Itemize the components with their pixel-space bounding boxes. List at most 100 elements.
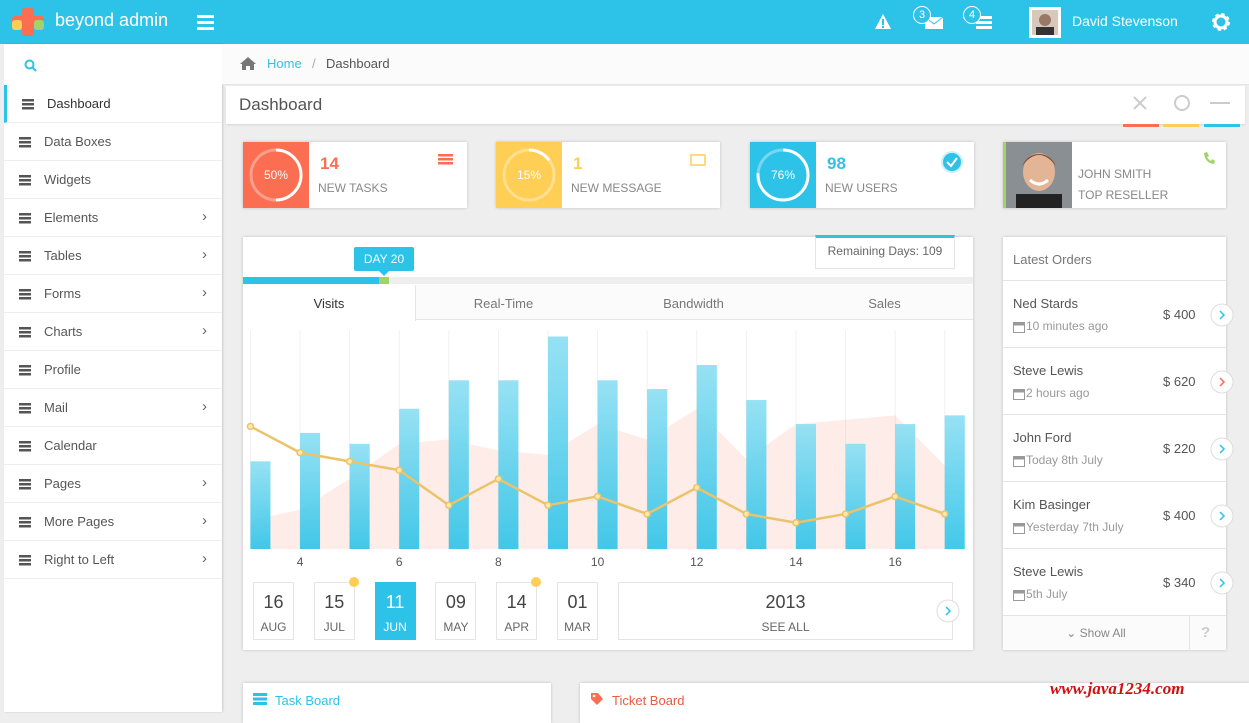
menu-item[interactable]: Profile	[4, 351, 222, 389]
date-box[interactable]: 15 JUL	[313, 577, 359, 640]
menu-item[interactable]: Mail ›	[4, 389, 222, 427]
order-button[interactable]	[1210, 437, 1234, 461]
calendar-icon	[1013, 322, 1025, 333]
avatar[interactable]	[1029, 7, 1061, 38]
user-name[interactable]: David Stevenson	[1072, 13, 1178, 29]
menu-label[interactable]: Elements	[44, 210, 99, 225]
next-button[interactable]	[936, 599, 960, 623]
menu-label[interactable]: Widgets	[44, 172, 91, 187]
order-amount: $ 400	[1163, 307, 1196, 322]
tab-label[interactable]: Bandwidth	[663, 296, 724, 311]
menu-label[interactable]: Charts	[44, 324, 83, 339]
see-all[interactable]: SEE ALL	[761, 620, 810, 634]
menu-icon	[19, 479, 31, 490]
date-box[interactable]: 11 JUN	[374, 582, 416, 640]
home-icon	[240, 57, 256, 70]
line-point	[494, 475, 503, 483]
calendar-icon	[1013, 456, 1025, 467]
watermark: www.java1234.com	[1050, 679, 1185, 698]
menu-item[interactable]: Right to Left ›	[4, 541, 222, 579]
icon	[1219, 377, 1226, 387]
order-button[interactable]	[1210, 571, 1234, 595]
menu-label[interactable]: Mail	[44, 400, 68, 415]
settings-icon[interactable]	[1210, 11, 1232, 33]
show-all[interactable]: ⌄ Show All	[1003, 626, 1189, 640]
date-box[interactable]: 16 AUG	[253, 582, 294, 640]
alert-icon[interactable]	[874, 13, 892, 30]
x-tick-label: 16	[888, 555, 902, 569]
menu-item[interactable]: Pages ›	[4, 465, 222, 503]
tab-label[interactable]: Sales	[868, 296, 901, 311]
menu-icon	[19, 137, 31, 148]
tab[interactable]: Bandwidth	[591, 285, 796, 321]
order-row[interactable]: Ned Stards 10 minutes ago $ 400	[1003, 281, 1234, 348]
date-box[interactable]: 14 APR	[496, 577, 542, 640]
menu-label[interactable]: Tables	[44, 248, 82, 263]
stat-icon	[690, 154, 706, 166]
menu-label[interactable]: Calendar	[44, 438, 97, 453]
menu-item[interactable]: More Pages ›	[4, 503, 222, 541]
menu-label[interactable]: Profile	[44, 362, 81, 377]
tab-label[interactable]: Real-Time	[473, 296, 534, 311]
order-button[interactable]	[1210, 370, 1234, 394]
menu-item[interactable]: Forms ›	[4, 275, 222, 313]
icon-bar	[19, 517, 31, 520]
menu-item[interactable]: Dashboard	[4, 85, 222, 123]
tab[interactable]: Visits	[243, 285, 416, 321]
stat-value: 14	[320, 154, 339, 173]
tab[interactable]: Real-Time	[416, 285, 591, 321]
menu-item[interactable]: Tables ›	[4, 237, 222, 275]
phone-icon[interactable]	[1202, 151, 1216, 165]
stat-percent: 15%	[517, 168, 541, 182]
icon-bar	[19, 331, 31, 334]
help-icon[interactable]: ?	[1201, 624, 1211, 641]
order-row[interactable]: Kim Basinger Yesterday 7th July $ 400	[1003, 482, 1234, 549]
menu-item[interactable]: Widgets	[4, 161, 222, 199]
x-tick-label: 14	[789, 555, 803, 569]
menu-label[interactable]: Forms	[44, 286, 81, 301]
breadcrumb-home[interactable]: Home	[267, 56, 302, 71]
order-name: Ned Stards	[1013, 296, 1079, 311]
show-all-text[interactable]: Show All	[1079, 626, 1126, 640]
icon	[1013, 322, 1025, 326]
order-row[interactable]: John Ford Today 8th July $ 220	[1003, 415, 1234, 482]
menu-label[interactable]: Data Boxes	[44, 134, 112, 149]
year-box[interactable]: 2013 SEE ALL	[618, 582, 953, 640]
line-point	[246, 422, 255, 431]
profile-name: JOHN SMITH	[1078, 167, 1152, 181]
icon-bar	[19, 521, 31, 524]
stat-value: 98	[827, 154, 846, 173]
menu-toggle[interactable]	[197, 14, 215, 30]
date-box[interactable]: 09 MAY	[435, 582, 477, 640]
search-icon[interactable]	[24, 59, 38, 73]
menu-label[interactable]: More Pages	[44, 514, 115, 529]
order-row[interactable]: Steve Lewis 2 hours ago $ 620	[1003, 348, 1234, 415]
icon-bar	[22, 103, 34, 106]
menu-label[interactable]: Right to Left	[44, 552, 115, 567]
tab-label[interactable]: Visits	[313, 296, 345, 311]
order-button[interactable]	[1210, 303, 1234, 327]
menu-icon	[19, 555, 31, 566]
menu-icon	[19, 289, 31, 300]
date-box[interactable]: 01 MAR	[557, 582, 598, 640]
order-button[interactable]	[1210, 504, 1234, 528]
order-time: Yesterday 7th July	[1026, 520, 1124, 534]
brand[interactable]: beyond admin	[55, 10, 169, 30]
bar-shine	[795, 424, 816, 549]
progress-marker	[379, 277, 389, 284]
menu-label[interactable]: Pages	[44, 476, 81, 491]
menu-item[interactable]: Calendar	[4, 427, 222, 465]
order-row[interactable]: Steve Lewis 5th July $ 340	[1003, 549, 1234, 616]
menu-item[interactable]: Charts ›	[4, 313, 222, 351]
menu-icon	[19, 213, 31, 224]
tab[interactable]: Sales	[796, 285, 973, 321]
order-amount: $ 620	[1163, 374, 1196, 389]
tasks-icon[interactable]	[974, 14, 994, 30]
menu-label[interactable]: Dashboard	[47, 96, 111, 111]
menu-item[interactable]: Data Boxes	[4, 123, 222, 161]
date-day: 09	[445, 592, 466, 612]
date-dot	[531, 577, 542, 587]
menu-item[interactable]: Elements ›	[4, 199, 222, 237]
stat-label: NEW USERS	[825, 181, 898, 195]
icon-bar	[19, 411, 31, 414]
